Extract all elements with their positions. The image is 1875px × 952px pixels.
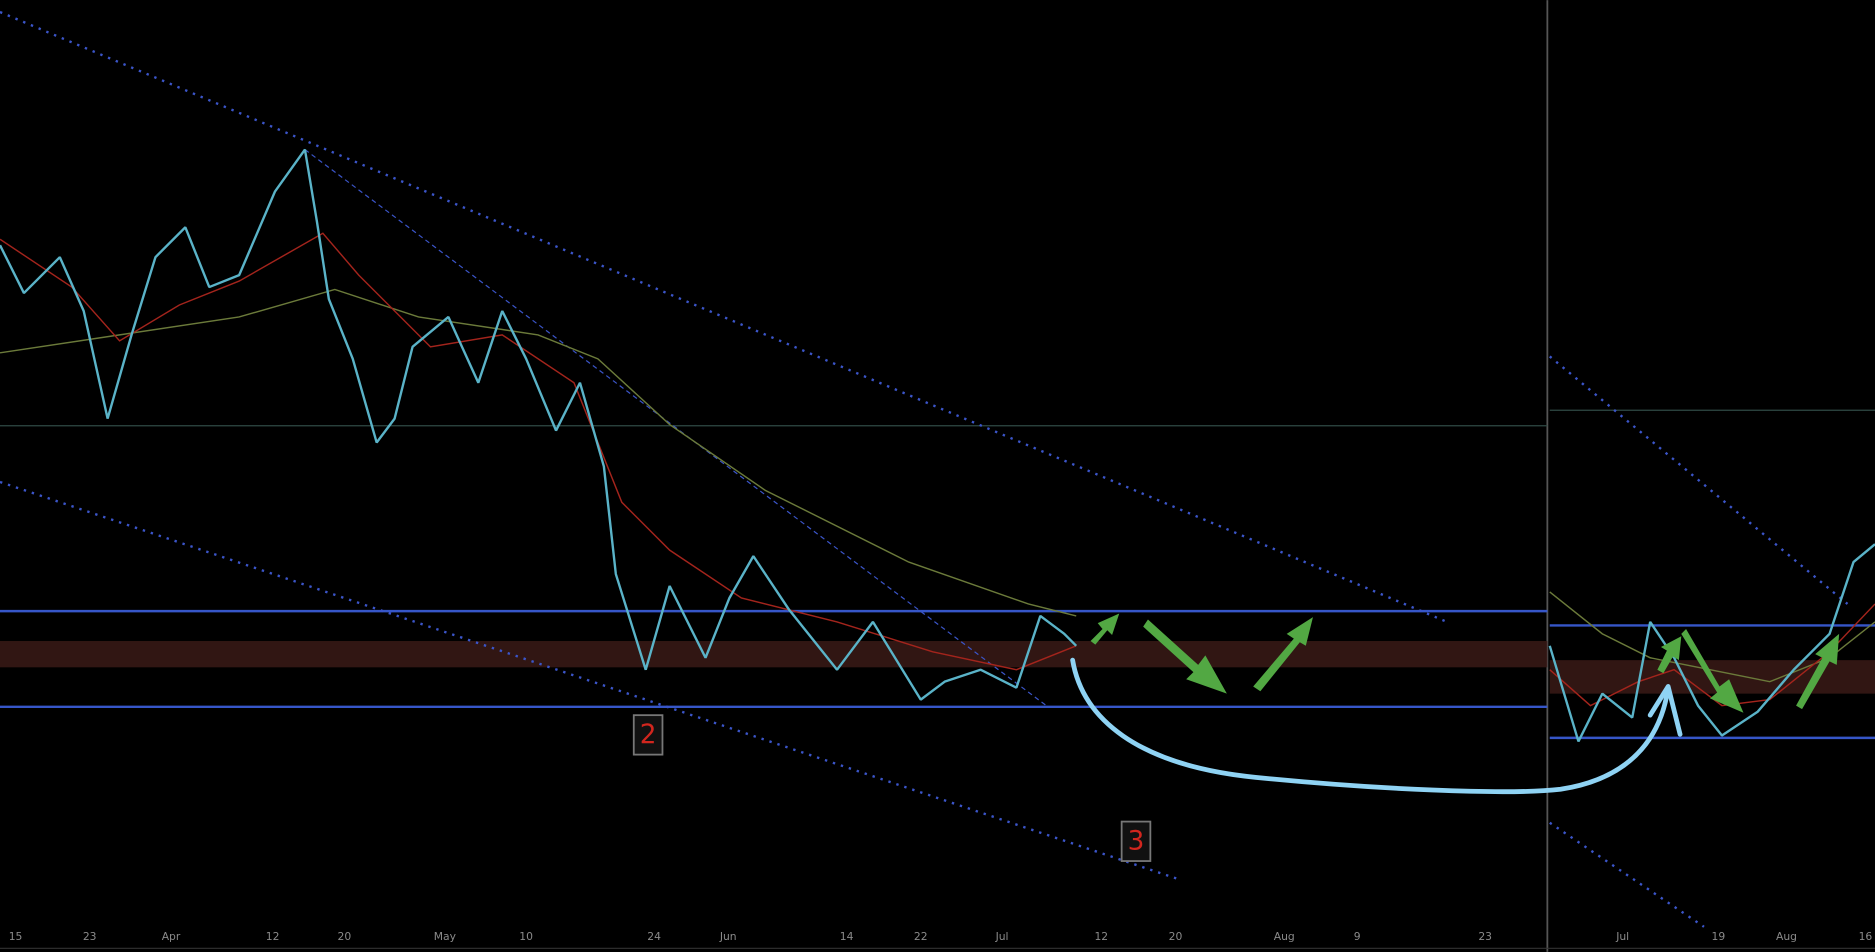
trendline [1549,821,1705,928]
arrow [1253,617,1313,692]
arrow [1143,619,1227,694]
x-tick-label: 19 [1712,930,1726,943]
x-tick-label: 12 [266,930,280,943]
projection-curve [1070,657,1671,795]
annotation-box [632,714,664,756]
trendline [0,10,1448,623]
x-tick-label: 20 [1169,930,1183,943]
annotation-label: 3 [1128,826,1145,856]
x-tick-label: 10 [519,930,533,943]
arrow [1796,633,1840,710]
x-tick-label: 22 [914,930,928,943]
x-tick-label: Jun [719,930,737,943]
x-tick-label: 12 [1094,930,1108,943]
x-tick-label: 20 [338,930,352,943]
x-tick-label: Aug [1776,930,1797,943]
trendline [0,480,1179,881]
x-tick-label: 24 [647,930,661,943]
annotation-box [1120,820,1152,862]
arrow [1090,613,1120,645]
x-tick-label: Jul [995,930,1009,943]
x-tick-label: May [434,930,457,943]
x-tick-label: Aug [1274,930,1295,943]
annotation-label: 2 [640,720,657,750]
trendline [304,149,1047,707]
price-line [0,148,1078,701]
moving-average [0,288,1077,617]
x-tick-label: 23 [83,930,97,943]
support-zone [0,641,1548,668]
x-tick-label: Apr [162,930,181,943]
x-tick-label: Jul [1615,930,1629,943]
moving-average [0,232,1077,671]
projection-arrowhead [1647,684,1683,737]
x-tick-label: 9 [1354,930,1361,943]
x-tick-label: 16 [1859,930,1873,943]
arrow [1681,629,1744,713]
trendline [1548,355,1849,605]
x-tick-label: 14 [840,930,854,943]
price-line [1548,543,1875,743]
x-tick-label: 15 [9,930,23,943]
x-tick-label: 23 [1478,930,1492,943]
arrow [1657,636,1682,674]
